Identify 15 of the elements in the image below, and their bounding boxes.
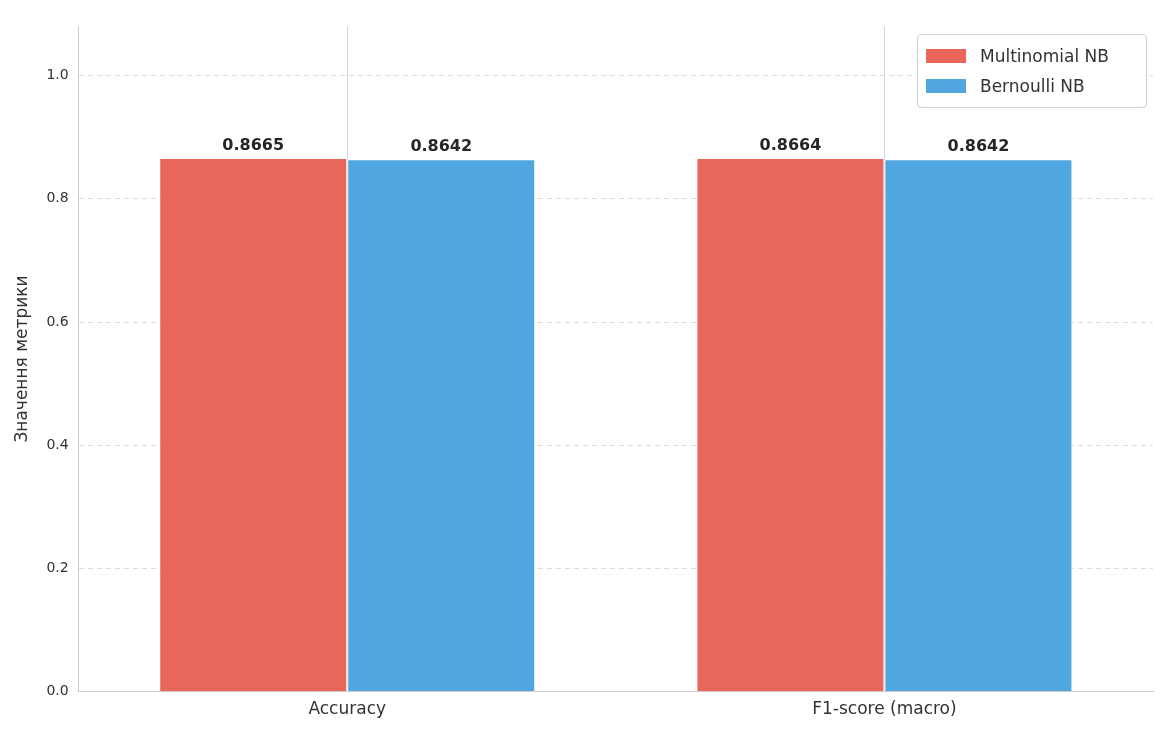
legend-label: Multinomial NB	[980, 46, 1109, 67]
x-tick-label: Accuracy	[308, 698, 387, 719]
x-tick-label: F1-score (macro)	[812, 698, 957, 719]
y-tick-label: 1.0	[46, 66, 69, 83]
data-label: 0.8665	[222, 135, 285, 155]
y-tick-label: 0.6	[46, 312, 69, 329]
data-label: 0.8664	[759, 135, 822, 155]
y-tick-label: 0.0	[46, 682, 69, 699]
y-tick-label: 0.8	[46, 189, 69, 206]
y-tick-label: 0.2	[46, 559, 69, 576]
y-tick-label: 0.4	[46, 435, 69, 452]
data-label: 0.8642	[410, 136, 473, 156]
y-axis-title: Значення метрики	[10, 275, 31, 443]
legend-label: Bernoulli NB	[980, 76, 1085, 97]
data-label: 0.8642	[947, 136, 1010, 156]
